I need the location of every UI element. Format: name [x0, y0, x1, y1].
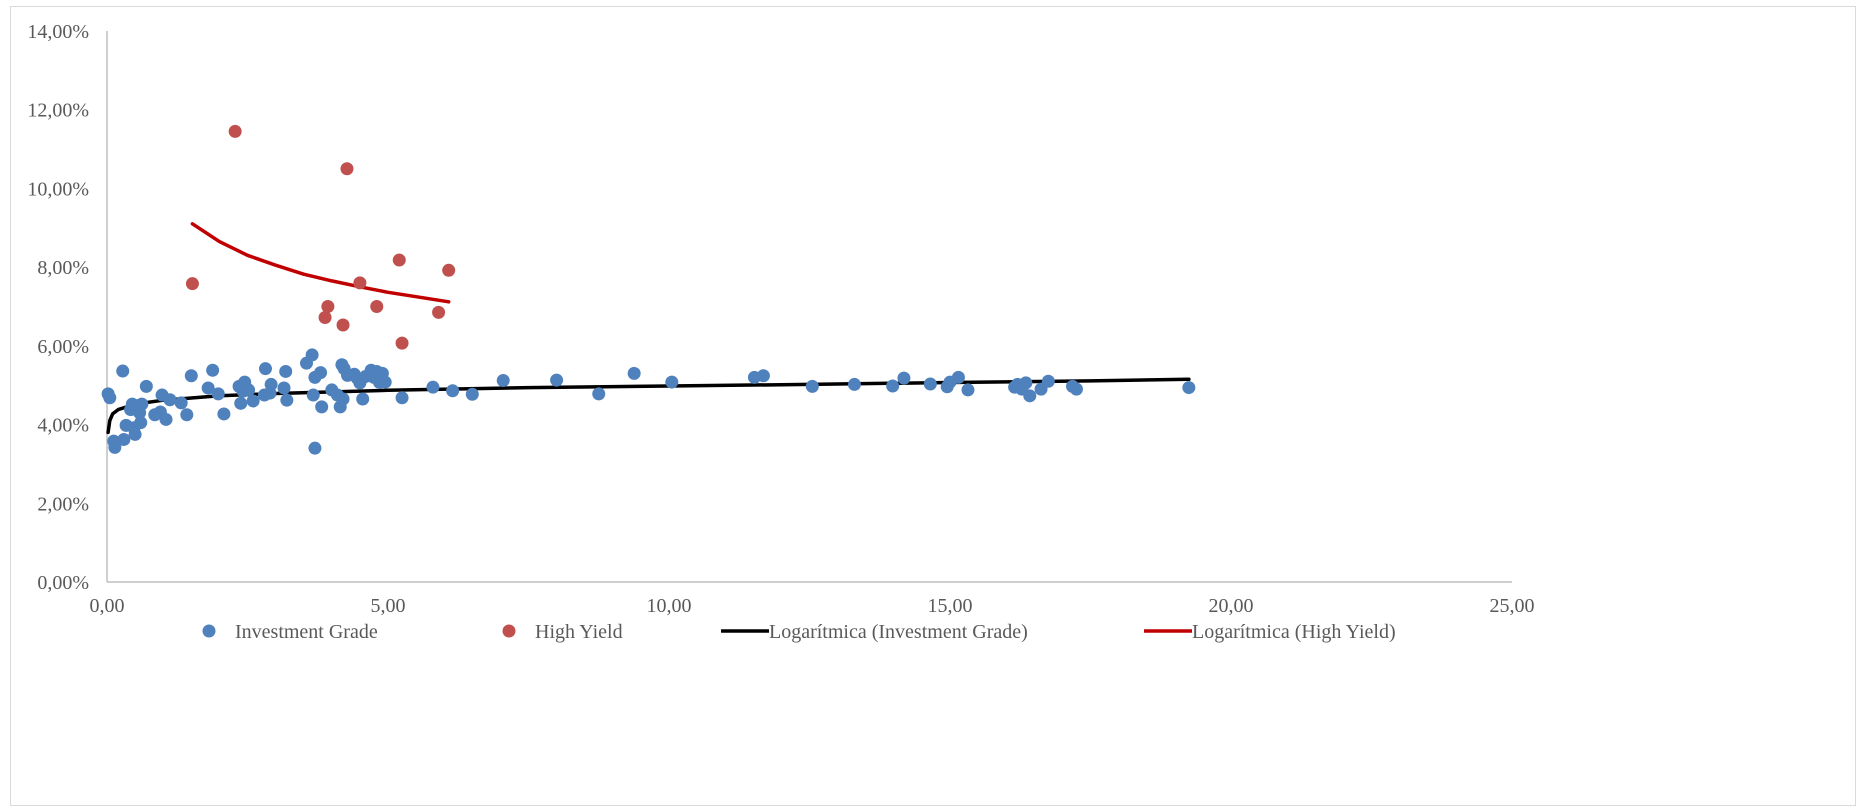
investment-grade-point: [496, 373, 510, 387]
investment-grade-point: [211, 387, 225, 401]
x-tick-label: 0,00: [90, 595, 125, 617]
legend-item: Investment Grade: [202, 621, 378, 643]
y-tick-label: 8,00%: [37, 257, 89, 279]
investment-grade-point: [234, 396, 248, 410]
x-tick-label: 20,00: [1209, 595, 1254, 617]
high-yield-point: [432, 305, 446, 319]
legend-label: Logarítmica (High Yield): [1192, 621, 1396, 643]
investment-grade-point: [315, 400, 329, 414]
y-tick-label: 6,00%: [37, 336, 89, 358]
high-yield-point: [318, 311, 332, 325]
investment-grade-point: [665, 375, 679, 389]
scatter-chart: 0,00% 2,00% 4,00% 6,00% 8,00% 10,00% 12,00% 14,…: [27, 21, 1535, 643]
high-yield-point: [228, 124, 242, 138]
investment-grade-point: [279, 364, 293, 378]
investment-grade-point: [217, 407, 231, 421]
x-axis-tick-labels: 0,00 5,00 10,00 15,00 20,00 25,00: [90, 595, 1535, 617]
high-yield-point: [442, 263, 456, 277]
investment-grade-point: [128, 427, 142, 441]
investment-grade-point: [264, 377, 278, 391]
investment-grade-point: [135, 397, 149, 411]
legend-marker: [202, 624, 216, 638]
investment-grade-point: [163, 393, 177, 407]
data-points: [101, 124, 1196, 455]
investment-grade-point: [117, 433, 131, 447]
investment-grade-point: [378, 375, 392, 389]
legend-item: Logarítmica (Investment Grade): [721, 621, 1028, 643]
high-yield-point: [370, 300, 384, 313]
investment-grade-point: [886, 379, 900, 393]
trendline-high-yield: [190, 222, 451, 304]
investment-grade-point: [116, 364, 130, 378]
axes: [106, 31, 1512, 583]
investment-grade-point: [1069, 382, 1083, 396]
x-tick-label: 10,00: [647, 595, 692, 617]
x-tick-label: 25,00: [1490, 595, 1535, 617]
investment-grade-point: [134, 416, 148, 430]
investment-grade-point: [108, 440, 122, 454]
investment-grade-point: [426, 380, 440, 394]
high-yield-point: [336, 318, 350, 332]
investment-grade-point: [314, 366, 328, 380]
investment-grade-point: [184, 369, 198, 383]
investment-grade-point: [897, 371, 911, 385]
investment-grade-point: [923, 377, 937, 391]
high-yield-point: [340, 162, 354, 176]
investment-grade-point: [139, 379, 153, 393]
investment-grade-point: [805, 379, 819, 393]
investment-grade-point: [1041, 374, 1055, 388]
investment-grade-point: [847, 377, 861, 391]
y-tick-label: 0,00%: [37, 572, 89, 594]
high-yield-point: [185, 277, 199, 291]
x-tick-label: 15,00: [928, 595, 973, 617]
high-yield-point: [353, 276, 367, 290]
investment-grade-point: [465, 387, 479, 401]
investment-grade-point: [308, 441, 322, 455]
investment-grade-point: [180, 408, 194, 422]
investment-grade-point: [305, 348, 319, 362]
x-tick-label: 5,00: [371, 595, 406, 617]
investment-grade-point: [201, 381, 215, 395]
investment-grade-point: [592, 387, 606, 401]
investment-grade-point: [951, 370, 965, 384]
y-tick-label: 14,00%: [27, 21, 89, 43]
investment-grade-point: [627, 366, 641, 380]
investment-grade-point: [258, 362, 272, 376]
investment-grade-point: [1019, 376, 1033, 390]
y-tick-label: 2,00%: [37, 493, 89, 515]
investment-grade-point: [277, 381, 291, 395]
high-yield-point: [321, 300, 335, 313]
investment-grade-point: [756, 369, 770, 383]
investment-grade-point: [246, 394, 260, 408]
investment-grade-point: [550, 373, 564, 387]
investment-grade-point: [206, 363, 220, 377]
legend-item: Logarítmica (High Yield): [1144, 621, 1396, 643]
investment-grade-point: [446, 384, 460, 398]
y-tick-label: 4,00%: [37, 415, 89, 437]
investment-grade-point: [961, 383, 975, 397]
legend-item: High Yield: [502, 621, 623, 643]
legend-label: Logarítmica (Investment Grade): [769, 621, 1028, 643]
investment-grade-point: [280, 393, 294, 407]
investment-grade-point: [174, 396, 188, 410]
chart-frame: 0,00% 2,00% 4,00% 6,00% 8,00% 10,00% 12,00% 14,…: [10, 6, 1856, 806]
investment-grade-point: [103, 391, 117, 405]
legend: Investment Grade High Yield Logarítmica (I…: [202, 621, 1396, 643]
y-tick-label: 10,00%: [27, 178, 89, 200]
investment-grade-point: [306, 388, 320, 402]
legend-label: Investment Grade: [235, 621, 378, 643]
legend-marker: [502, 624, 516, 638]
investment-grade-point: [336, 392, 350, 406]
investment-grade-point: [159, 412, 173, 426]
investment-grade-point: [395, 391, 409, 405]
investment-grade-point: [1023, 389, 1037, 403]
y-axis-tick-labels: 0,00% 2,00% 4,00% 6,00% 8,00% 10,00% 12,00% 14,…: [27, 21, 89, 594]
high-yield-point: [392, 253, 406, 267]
high-yield-point: [395, 336, 409, 350]
investment-grade-point: [1182, 381, 1196, 395]
investment-grade-point: [242, 383, 256, 397]
legend-label: High Yield: [535, 621, 623, 643]
y-tick-label: 12,00%: [27, 100, 89, 122]
investment-grade-point: [356, 392, 370, 406]
